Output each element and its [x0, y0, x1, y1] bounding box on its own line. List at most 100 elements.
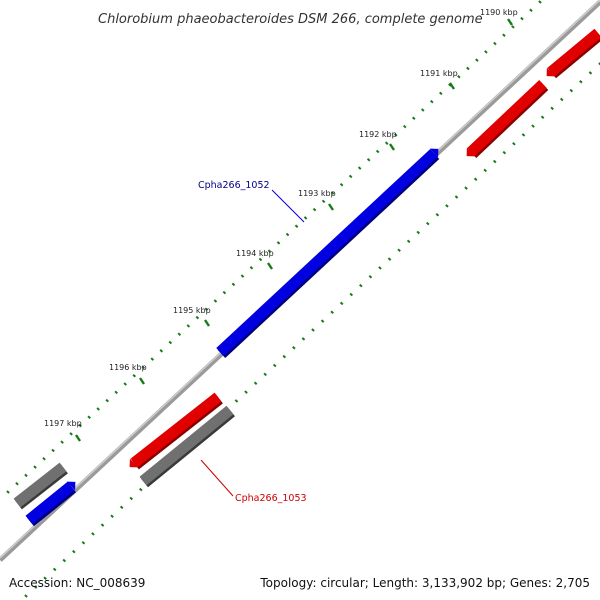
tick-minor: [222, 290, 227, 295]
tick-label-1192: 1192 kbp: [359, 130, 397, 139]
tick-major: [389, 143, 395, 151]
inner-ring-dot: [473, 177, 478, 182]
tick-label-1196: 1196 kbp: [109, 363, 147, 372]
tick-minor: [240, 274, 245, 278]
gene-cpha266-1052[interactable]: [216, 148, 438, 357]
tick-minor: [159, 349, 164, 353]
tick-minor: [258, 257, 263, 262]
inner-ring-dot: [464, 186, 468, 190]
tick-minor: [15, 481, 19, 486]
inner-ring-dot: [387, 257, 392, 261]
inner-ring-dot: [512, 142, 516, 146]
tick-minor: [186, 324, 191, 328]
tick-minor: [33, 465, 37, 469]
inner-ring-dot: [33, 585, 38, 589]
inner-ring-dot: [339, 301, 344, 306]
inner-ring-dot: [435, 212, 440, 217]
inner-ring-dot: [311, 328, 315, 332]
tick-major: [449, 82, 455, 90]
tick-minor: [511, 25, 515, 29]
tick-minor: [24, 473, 28, 478]
inner-ring-dot: [62, 558, 67, 563]
tick-minor: [96, 407, 100, 411]
inner-ring-dot: [359, 283, 363, 288]
inner-ring-dot: [416, 230, 421, 235]
inner-ring-dot: [540, 115, 545, 119]
gene-cpha266-1052-arrowhead: [429, 148, 439, 158]
tick-minor: [294, 224, 299, 228]
inner-ring-dot: [521, 133, 526, 137]
tick-minor: [204, 307, 209, 312]
inner-ring-dot: [282, 354, 287, 359]
tick-minor: [439, 91, 443, 96]
tick-minor: [168, 340, 173, 345]
inner-ring-dot: [91, 532, 95, 536]
tick-minor: [213, 299, 218, 303]
tick-major: [328, 203, 334, 211]
inner-ring-dot: [24, 594, 28, 598]
gene-other-1[interactable]: [139, 405, 234, 486]
inner-ring-dot: [139, 487, 143, 492]
tick-minor: [339, 182, 344, 187]
tick-major: [204, 319, 210, 327]
gene-label-cpha266-1052[interactable]: Cpha266_1052: [198, 180, 270, 191]
tick-minor: [249, 266, 254, 270]
tick-major: [139, 377, 145, 385]
inner-ring-dot: [559, 97, 564, 102]
tick-minor: [303, 216, 308, 220]
inner-ring-dot: [272, 363, 277, 368]
tick-minor: [430, 99, 434, 104]
tick-minor: [312, 207, 317, 212]
inner-ring-dot: [454, 195, 459, 199]
tick-minor: [421, 108, 425, 112]
tick-minor: [78, 423, 82, 428]
tick-minor: [141, 365, 146, 370]
gene-forward-2[interactable]: [547, 28, 600, 77]
tick-minor: [267, 249, 272, 253]
inner-ring-dot: [292, 345, 296, 350]
inner-ring-dot: [483, 168, 487, 173]
tick-minor: [195, 315, 200, 320]
label-leader-cpha266-1052: [271, 189, 305, 223]
tick-minor: [285, 232, 290, 237]
inner-dotted-ring: [24, 62, 600, 598]
tick-minor: [60, 440, 64, 444]
topology-text: Topology: circular; Length: 3,133,902 bp…: [260, 576, 590, 590]
inner-ring-dot: [320, 319, 325, 323]
tick-label-1191: 1191 kbp: [420, 69, 458, 78]
tick-minor: [538, 0, 542, 4]
tick-minor: [321, 199, 326, 204]
tick-minor: [330, 191, 335, 195]
tick-minor: [393, 133, 398, 137]
gene-other-3[interactable]: [25, 481, 75, 525]
tick-label-1193: 1193 kbp: [298, 189, 336, 198]
inner-ring-dot: [531, 124, 535, 128]
tick-minor: [475, 58, 479, 62]
inner-ring-dot: [110, 514, 114, 518]
inner-ring-dot: [253, 381, 258, 385]
gene-forward-1[interactable]: [467, 80, 547, 156]
tick-label-1195: 1195 kbp: [173, 306, 211, 315]
tick-minor: [231, 282, 236, 287]
accession-text: Accession: NC_008639: [9, 576, 146, 590]
tick-minor: [411, 116, 416, 121]
inner-ring-dot: [81, 541, 86, 545]
tick-minor: [114, 390, 118, 395]
gene-cpha266-1053-arrowhead: [129, 458, 139, 468]
inner-ring-dot: [378, 266, 382, 270]
tick-label-1194: 1194 kbp: [236, 249, 274, 258]
inner-ring-dot: [349, 292, 354, 297]
gene-cpha266-1053[interactable]: [130, 392, 222, 468]
gene-label-cpha266-1053[interactable]: Cpha266_1053: [235, 493, 307, 504]
gene-other-2[interactable]: [13, 462, 67, 508]
tick-minor: [529, 8, 533, 13]
tick-minor: [42, 457, 46, 461]
tick-minor: [51, 448, 55, 453]
tick-minor: [484, 50, 488, 54]
tick-minor: [520, 16, 524, 21]
tick-major: [75, 434, 81, 442]
tick-minor: [348, 174, 353, 179]
map-title: Chlorobium phaeobacteroides DSM 266, com…: [98, 12, 483, 27]
inner-ring-dot: [100, 523, 105, 527]
